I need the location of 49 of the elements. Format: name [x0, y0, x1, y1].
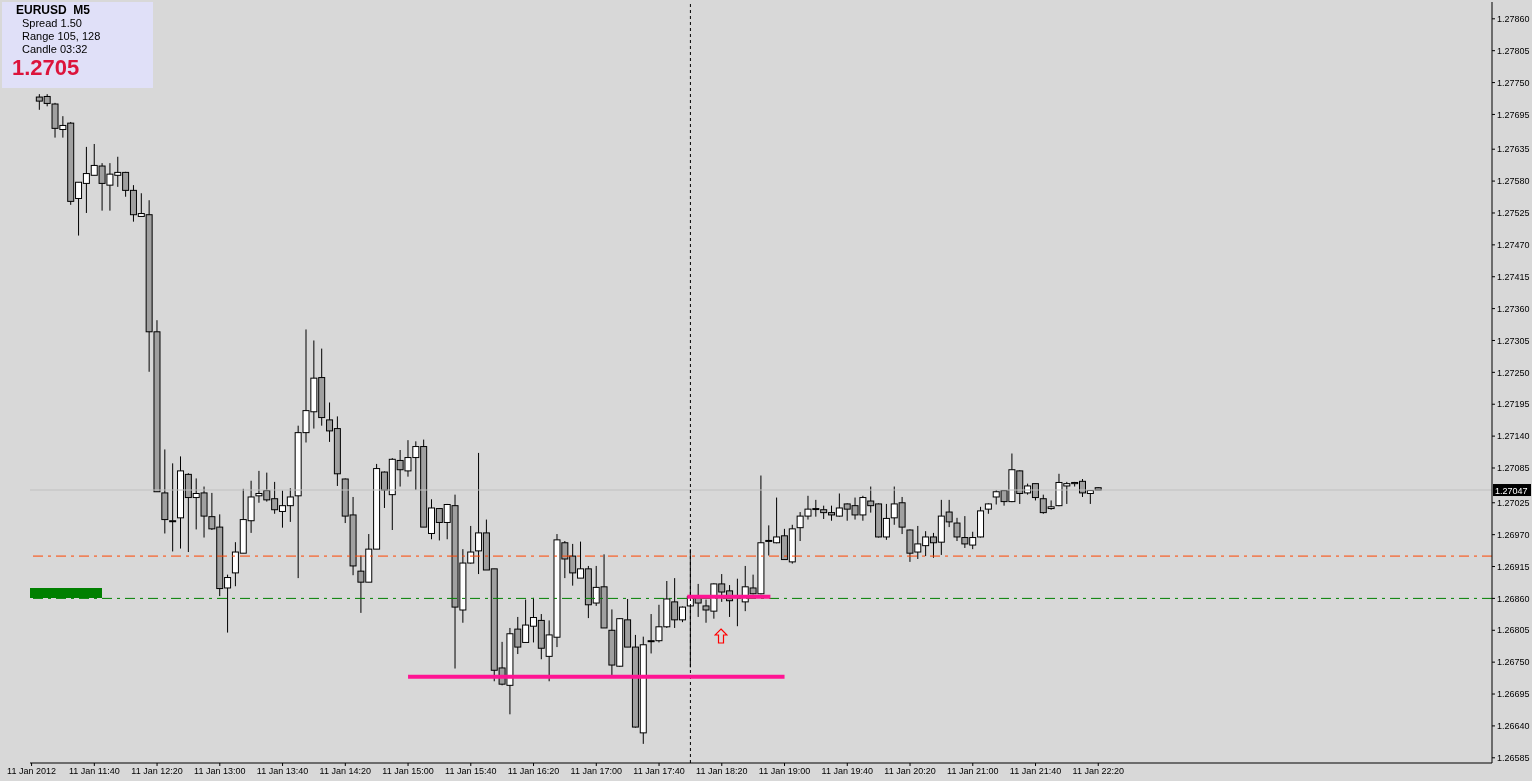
y-tick-label: 1.27580 [1497, 176, 1530, 187]
y-tick-label: 1.27525 [1497, 208, 1530, 219]
x-tick-label: 11 Jan 13:40 [256, 766, 309, 777]
y-tick-label: 1.26860 [1497, 593, 1530, 604]
ref-line-label: 1.27047 [1495, 486, 1528, 497]
y-tick-label: 1.27860 [1497, 14, 1530, 24]
x-tick-label: 11 Jan 13:00 [194, 766, 246, 777]
x-tick-label: 11 Jan 21:40 [1009, 766, 1062, 777]
y-tick-label: 1.27305 [1497, 335, 1530, 346]
y-tick-label: 1.26970 [1497, 529, 1530, 540]
y-tick-label: 1.27415 [1497, 271, 1530, 282]
y-tick-label: 1.27805 [1497, 45, 1530, 56]
x-tick-label: 11 Jan 2012 [7, 766, 57, 777]
y-tick-label: 1.27695 [1497, 109, 1530, 120]
annotation: Candle 03:32 [21, 43, 89, 56]
x-tick-label: 11 Jan 15:40 [445, 766, 497, 777]
y-tick-label: 1.26640 [1497, 721, 1530, 732]
x-tick-label: 11 Jan 11:40 [68, 766, 120, 777]
x-tick-label: 11 Jan 19:40 [821, 766, 873, 777]
y-tick-label: 1.27195 [1497, 399, 1530, 410]
x-tick-label: 11 Jan 14:20 [319, 766, 371, 777]
y-tick-label: 1.27085 [1497, 463, 1530, 474]
y-tick-label: 1.27250 [1497, 367, 1530, 378]
y-tick-label: 1.27025 [1497, 497, 1530, 508]
y-tick-label: 1.26915 [1497, 561, 1530, 572]
x-tick-label: 11 Jan 22:20 [1072, 766, 1124, 777]
x-tick-label: 11 Jan 18:20 [696, 766, 748, 777]
x-tick-label: 11 Jan 21:00 [947, 766, 999, 777]
x-tick-label: 11 Jan 19:00 [758, 766, 811, 777]
y-tick-label: 1.27360 [1497, 303, 1530, 314]
candlestick [169, 462, 177, 552]
x-tick-label: 11 Jan 16:20 [507, 766, 560, 777]
y-tick-label: 1.26585 [1497, 752, 1530, 763]
x-tick-label: 11 Jan 17:40 [633, 766, 685, 777]
y-tick-label: 1.26805 [1497, 625, 1530, 636]
x-tick-label: 11 Jan 20:20 [884, 766, 936, 777]
y-tick-label: 1.27635 [1497, 144, 1530, 155]
y-tick-label: 1.26695 [1497, 689, 1530, 700]
x-tick-label: 11 Jan 17:00 [570, 766, 622, 777]
y-tick-label: 1.27470 [1497, 240, 1530, 251]
y-tick-label: 1.27750 [1497, 77, 1530, 88]
y-tick-label: 1.27140 [1497, 431, 1530, 442]
x-tick-label: 11 Jan 15:00 [382, 766, 434, 777]
y-tick-label: 1.26750 [1497, 657, 1530, 668]
chart-title: EURUSD M5 [15, 3, 91, 17]
annotation: Range 105, 128 [21, 30, 102, 43]
annotation: 1.2705 [11, 55, 81, 80]
x-tick-label: 11 Jan 12:20 [131, 766, 183, 777]
annotation: Spread 1.50 [21, 17, 83, 30]
